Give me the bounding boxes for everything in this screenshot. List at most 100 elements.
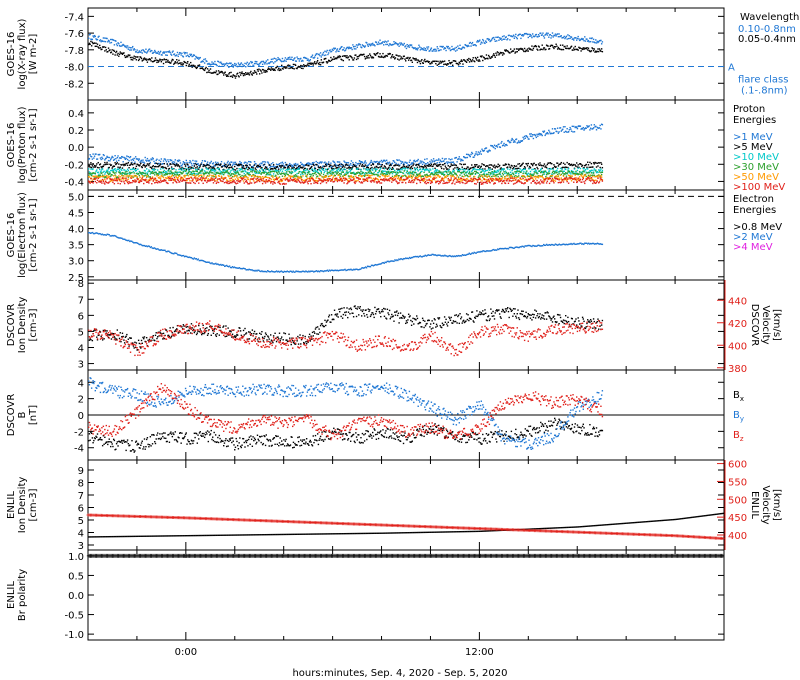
data-point — [140, 159, 143, 162]
data-point — [252, 174, 254, 177]
data-point — [278, 176, 280, 179]
data-point — [427, 60, 429, 62]
data-point — [534, 175, 537, 178]
data-point — [460, 171, 462, 174]
data-point — [396, 43, 398, 45]
data-point — [411, 167, 414, 170]
data-point — [352, 59, 354, 61]
data-point — [247, 171, 249, 174]
data-point — [156, 61, 158, 64]
data-point — [380, 163, 382, 166]
data-point — [514, 52, 516, 54]
data-point — [400, 42, 403, 44]
data-point — [496, 173, 499, 176]
data-point — [143, 57, 146, 59]
data-point — [553, 46, 556, 48]
data-point — [443, 177, 445, 180]
data-point — [434, 60, 436, 62]
data-point — [522, 35, 524, 37]
data-point — [447, 45, 449, 48]
data-point — [376, 173, 378, 176]
data-point — [433, 171, 436, 173]
data-point — [568, 129, 571, 131]
data-point — [514, 35, 516, 38]
data-point — [440, 167, 443, 170]
data-point — [311, 162, 314, 164]
data-point — [426, 176, 428, 178]
data-point — [470, 173, 472, 176]
data-point — [424, 165, 427, 168]
data-point — [172, 172, 174, 174]
data-point — [402, 166, 404, 168]
data-point — [346, 170, 348, 172]
data-point — [575, 176, 577, 179]
data-point — [269, 171, 272, 173]
data-point — [233, 173, 235, 176]
data-point — [301, 163, 303, 165]
data-point — [261, 161, 264, 163]
data-point — [437, 60, 439, 63]
data-point — [223, 177, 226, 179]
data-point — [536, 172, 538, 175]
data-point — [127, 176, 130, 178]
legend-title: Wavelength — [740, 12, 799, 23]
data-point — [243, 72, 245, 75]
data-point — [124, 56, 127, 59]
data-point — [286, 58, 288, 61]
data-point — [254, 60, 256, 63]
flare-class-label: flare class — [738, 75, 788, 86]
data-point — [159, 177, 162, 180]
data-point — [184, 51, 187, 54]
data-point — [482, 173, 485, 175]
data-point — [196, 177, 199, 179]
data-point — [329, 60, 331, 63]
data-point — [542, 48, 544, 51]
data-point — [532, 35, 535, 37]
data-point — [253, 160, 256, 163]
data-point — [341, 166, 344, 168]
data-point — [162, 51, 165, 53]
data-point — [323, 165, 325, 168]
data-point — [542, 171, 545, 174]
data-point — [231, 63, 234, 66]
data-point — [374, 169, 377, 171]
data-point — [460, 172, 463, 174]
data-point — [531, 173, 534, 176]
data-point — [420, 175, 422, 178]
data-point — [139, 171, 141, 173]
data-point — [458, 47, 460, 50]
data-point — [379, 166, 381, 168]
data-point — [248, 62, 251, 64]
data-point — [290, 172, 292, 175]
data-point — [429, 50, 431, 52]
data-point — [138, 174, 141, 177]
data-point — [423, 171, 425, 174]
data-point — [456, 161, 458, 163]
data-point — [154, 165, 157, 168]
data-point — [592, 41, 594, 43]
data-point — [173, 163, 176, 166]
data-point — [515, 48, 518, 50]
data-point — [311, 176, 313, 179]
data-point — [523, 168, 526, 170]
data-point — [170, 53, 172, 55]
data-point — [542, 47, 545, 49]
data-point — [363, 179, 366, 182]
data-point — [196, 66, 199, 68]
data-point — [421, 160, 423, 163]
data-point — [207, 63, 210, 65]
data-point — [330, 56, 332, 59]
data-point — [528, 175, 530, 177]
data-point — [167, 51, 170, 53]
data-point — [526, 33, 529, 36]
data-point — [372, 177, 375, 180]
data-point — [484, 147, 486, 150]
data-point — [206, 175, 208, 178]
data-point — [373, 179, 375, 182]
data-point — [192, 55, 194, 57]
data-point — [432, 158, 435, 160]
data-point — [102, 165, 105, 168]
data-point — [385, 43, 387, 46]
data-point — [291, 175, 293, 178]
data-point — [596, 50, 598, 53]
